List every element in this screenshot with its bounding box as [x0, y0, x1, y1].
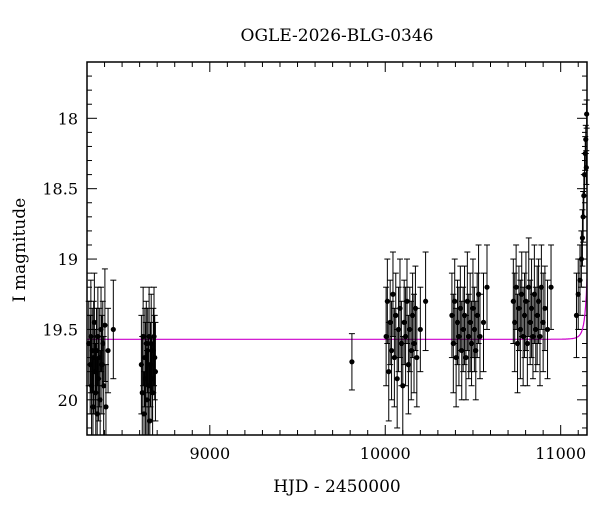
- data-point: [413, 307, 420, 408]
- data-point: [451, 258, 458, 345]
- data-point: [384, 258, 391, 345]
- data-point: [102, 364, 109, 435]
- marker: [105, 347, 111, 354]
- data-point: [471, 286, 478, 373]
- marker: [152, 369, 159, 375]
- x-tick-label: 9000: [189, 444, 230, 463]
- data-point: [541, 265, 548, 352]
- marker: [383, 333, 389, 340]
- marker: [394, 376, 400, 382]
- marker: [422, 298, 429, 304]
- marker: [390, 291, 396, 297]
- data-point: [518, 251, 525, 337]
- plot-frame: [86, 61, 588, 436]
- x-tick-label: 11000: [535, 444, 586, 463]
- marker: [417, 326, 423, 333]
- marker: [386, 369, 392, 375]
- data-point: [389, 251, 396, 337]
- marker: [414, 354, 420, 361]
- marker: [91, 319, 97, 325]
- marker: [404, 298, 410, 304]
- data-point: [151, 314, 158, 401]
- data-point: [484, 244, 490, 330]
- data-point: [152, 321, 159, 422]
- y-tick-label: 18: [58, 109, 78, 128]
- data-points: [85, 99, 590, 436]
- data-point: [513, 244, 520, 330]
- data-point: [392, 272, 399, 359]
- data-point: [388, 300, 395, 401]
- marker: [542, 305, 548, 311]
- data-point: [101, 268, 108, 383]
- marker: [579, 235, 586, 241]
- data-point: [524, 300, 531, 387]
- data-point: [534, 265, 541, 366]
- marker: [544, 326, 551, 333]
- marker: [101, 383, 107, 389]
- marker: [578, 256, 584, 262]
- data-point: [348, 333, 355, 391]
- data-point: [422, 251, 429, 352]
- marker: [452, 298, 458, 304]
- x-tick-label: 10000: [360, 444, 411, 463]
- marker: [103, 404, 109, 410]
- marker: [537, 333, 543, 340]
- data-point: [105, 307, 112, 394]
- data-point: [417, 286, 424, 373]
- marker: [480, 319, 487, 325]
- y-tick-label: 20: [58, 391, 78, 410]
- data-point: [476, 293, 483, 380]
- marker: [393, 312, 399, 318]
- marker: [513, 284, 519, 290]
- marker: [463, 354, 469, 361]
- data-point: [394, 328, 401, 429]
- data-point: [544, 279, 551, 380]
- data-point: [480, 272, 487, 373]
- data-point: [404, 258, 410, 345]
- marker: [477, 333, 483, 340]
- data-point: [462, 314, 469, 401]
- marker: [484, 284, 490, 290]
- x-axis-label: HJD - 2450000: [273, 477, 401, 497]
- marker: [349, 359, 355, 365]
- y-tick-label: 19: [58, 250, 78, 269]
- y-tick-label: 19.5: [42, 320, 78, 339]
- data-point: [398, 300, 405, 387]
- marker: [388, 347, 395, 354]
- y-tick-label: 18.5: [42, 180, 78, 199]
- data-point: [582, 124, 589, 154]
- data-point: [474, 272, 481, 359]
- marker: [548, 284, 554, 290]
- data-point: [548, 244, 555, 330]
- data-point: [401, 279, 408, 366]
- axis-ticks: 9000 10000 11000 18 18.5 19 19.5 20: [42, 62, 587, 463]
- marker: [90, 404, 96, 410]
- marker: [384, 298, 390, 304]
- data-point: [468, 300, 475, 387]
- chart-title: OGLE-2026-BLG-0346: [241, 26, 434, 46]
- marker: [110, 326, 116, 333]
- model-curve: [87, 278, 588, 340]
- data-point: [110, 279, 117, 380]
- model-curve-line: [87, 278, 588, 340]
- marker: [102, 322, 108, 328]
- marker: [152, 354, 158, 361]
- y-axis-label: I magnitude: [10, 198, 30, 302]
- marker: [524, 340, 530, 347]
- data-point: [91, 272, 98, 373]
- data-point: [510, 258, 517, 345]
